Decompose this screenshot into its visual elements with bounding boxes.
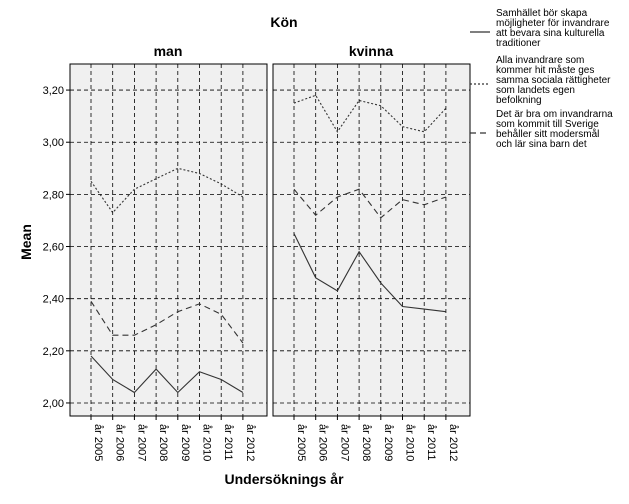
panel-label-man: man (154, 43, 183, 59)
x-tick-label: år 2010 (201, 424, 213, 461)
x-tick-label: år 2012 (447, 424, 459, 461)
x-tick-label: år 2007 (135, 424, 147, 461)
plot-area-man (70, 64, 267, 416)
x-tick-label: år 2009 (179, 424, 191, 461)
legend-label: Samhället bör skapa (496, 8, 588, 19)
legend-label: befolkning (496, 95, 542, 106)
legend-label: Det är bra om invandrarna (496, 109, 613, 120)
series-line-solid (90, 355, 244, 394)
y-tick-label: 2,80 (43, 189, 64, 201)
x-tick-label: år 2011 (222, 424, 234, 461)
series-line-dotted (90, 167, 244, 214)
x-tick-label: år 2012 (244, 424, 256, 461)
x-tick-label: år 2008 (157, 424, 169, 461)
y-tick-label: 2,00 (43, 398, 64, 410)
chart-title: Kön (270, 14, 297, 30)
x-tick-label: år 2007 (338, 424, 350, 461)
x-tick-label: år 2006 (114, 424, 126, 461)
x-tick-label: år 2005 (92, 424, 104, 461)
legend-label: traditioner (496, 38, 541, 49)
y-tick-label: 3,20 (43, 85, 64, 97)
x-tick-label: år 2006 (317, 424, 329, 461)
legend-label: behåller sitt modersmål (496, 128, 599, 140)
x-tick-label: år 2008 (360, 424, 372, 461)
plot-area-kvinna (273, 64, 470, 416)
x-tick-label: år 2010 (404, 424, 416, 461)
y-tick-label: 2,60 (43, 242, 64, 254)
legend-label: samma sociala rättigheter (496, 75, 611, 86)
y-axis-label: Mean (18, 224, 34, 260)
series-line-dashed (293, 188, 447, 219)
x-axis-label: Undersöknings år (224, 471, 344, 487)
legend-label: och lär sina barn det (496, 139, 587, 150)
x-tick-label: år 2011 (425, 424, 437, 461)
y-tick-label: 2,40 (43, 294, 64, 306)
x-tick-label: år 2009 (382, 424, 394, 461)
legend-label: att bevara sina kulturella (496, 28, 605, 39)
legend-label: kommer hit måste ges (496, 64, 594, 76)
series-line-solid (293, 233, 446, 313)
panel-frame (272, 63, 471, 417)
panel-label-kvinna: kvinna (349, 43, 394, 59)
x-tick-label: år 2005 (295, 424, 307, 461)
legend-label: som kommit till Sverige (496, 119, 599, 130)
legend-label: som landets egen (496, 85, 575, 96)
legend-label: möjligheter för invandrare (496, 18, 610, 29)
panel-frame (69, 63, 268, 417)
y-tick-label: 3,00 (43, 137, 64, 149)
legend-label: Alla invandrare som (496, 55, 584, 66)
series-line-dashed (90, 301, 244, 344)
y-tick-label: 2,20 (43, 346, 64, 358)
